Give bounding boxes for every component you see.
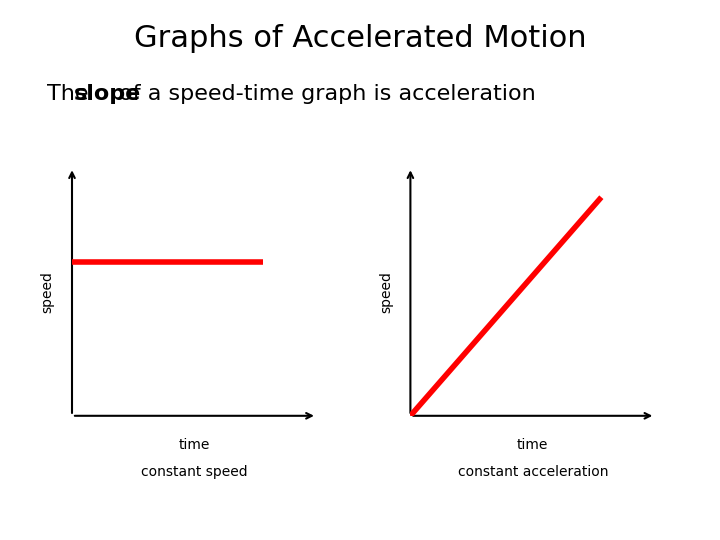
Text: constant acceleration: constant acceleration [457, 465, 608, 480]
Text: of a speed-time graph is acceleration: of a speed-time graph is acceleration [112, 84, 536, 105]
Text: time: time [517, 438, 549, 452]
Text: speed: speed [379, 271, 393, 313]
Text: The: The [47, 84, 96, 105]
Text: time: time [179, 438, 210, 452]
Text: slope: slope [74, 84, 141, 105]
Text: Graphs of Accelerated Motion: Graphs of Accelerated Motion [134, 24, 586, 53]
Text: speed: speed [40, 271, 55, 313]
Text: constant speed: constant speed [141, 465, 248, 480]
